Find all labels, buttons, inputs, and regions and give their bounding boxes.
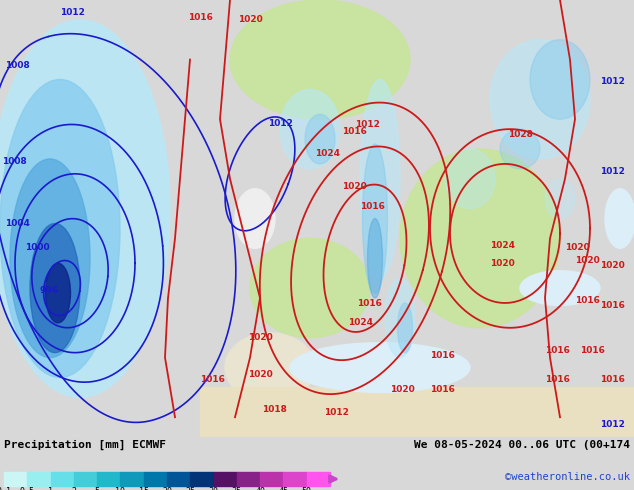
Text: 1020: 1020	[248, 370, 273, 379]
Text: 1024: 1024	[490, 242, 515, 250]
Text: 1012: 1012	[600, 420, 625, 429]
Ellipse shape	[46, 263, 70, 323]
Text: 1016: 1016	[545, 345, 570, 355]
Ellipse shape	[545, 179, 575, 219]
Text: 1016: 1016	[342, 127, 367, 136]
Text: 0.1: 0.1	[0, 487, 11, 490]
Bar	[4, 472, 27, 486]
Ellipse shape	[445, 149, 495, 209]
Text: 20: 20	[162, 487, 172, 490]
Text: 1020: 1020	[248, 333, 273, 342]
Bar	[307, 472, 330, 486]
Text: 1018: 1018	[262, 405, 287, 414]
Bar	[97, 472, 120, 486]
Ellipse shape	[230, 0, 410, 119]
Text: 50: 50	[302, 487, 312, 490]
Bar	[51, 472, 74, 486]
Text: 1008: 1008	[2, 157, 27, 166]
Text: 1020: 1020	[238, 15, 262, 24]
Ellipse shape	[363, 144, 387, 293]
Ellipse shape	[530, 40, 590, 119]
Ellipse shape	[385, 278, 415, 358]
Text: 1016: 1016	[360, 201, 385, 211]
Text: Precipitation [mm] ECMWF: Precipitation [mm] ECMWF	[4, 440, 166, 450]
Text: 1020: 1020	[600, 261, 624, 270]
Text: 1020: 1020	[575, 256, 600, 265]
Ellipse shape	[225, 333, 315, 402]
Text: 1020: 1020	[342, 182, 366, 191]
Ellipse shape	[280, 89, 340, 169]
Text: 1020: 1020	[390, 385, 415, 394]
Text: 40: 40	[255, 487, 265, 490]
Ellipse shape	[30, 223, 80, 353]
Text: 5: 5	[94, 487, 100, 490]
Text: 1024: 1024	[315, 149, 340, 158]
Text: 1016: 1016	[580, 345, 605, 355]
Bar	[260, 472, 283, 486]
Text: 45: 45	[278, 487, 288, 490]
Ellipse shape	[368, 219, 382, 298]
Bar	[120, 472, 144, 486]
Text: 1016: 1016	[545, 375, 570, 385]
Ellipse shape	[10, 159, 90, 358]
Bar	[283, 472, 307, 486]
Text: 1016: 1016	[430, 385, 455, 394]
Bar	[27, 472, 51, 486]
Bar	[74, 472, 97, 486]
Ellipse shape	[0, 20, 170, 397]
Text: 1012: 1012	[355, 120, 380, 129]
Text: 1012: 1012	[600, 77, 625, 86]
Text: 1016: 1016	[600, 375, 625, 385]
Text: 10: 10	[115, 487, 126, 490]
Text: 1012: 1012	[600, 167, 625, 176]
Bar	[144, 472, 167, 486]
Text: 1016: 1016	[200, 375, 225, 385]
Ellipse shape	[250, 239, 370, 338]
Ellipse shape	[305, 114, 335, 164]
Text: 996: 996	[40, 286, 59, 295]
Text: 1028: 1028	[508, 130, 533, 139]
Text: 1004: 1004	[5, 220, 30, 228]
Text: 1016: 1016	[430, 351, 455, 360]
Text: 1012: 1012	[324, 408, 349, 417]
Text: We 08-05-2024 00..06 UTC (00+174: We 08-05-2024 00..06 UTC (00+174	[414, 440, 630, 450]
Bar	[214, 472, 237, 486]
Bar	[237, 472, 260, 486]
Text: 1016: 1016	[357, 299, 382, 308]
Ellipse shape	[235, 189, 275, 248]
Ellipse shape	[0, 79, 120, 377]
Text: 1016: 1016	[188, 13, 213, 22]
Text: 30: 30	[209, 487, 219, 490]
Ellipse shape	[520, 270, 600, 305]
Ellipse shape	[605, 189, 634, 248]
Text: 35: 35	[232, 487, 242, 490]
Ellipse shape	[360, 79, 400, 278]
Ellipse shape	[400, 149, 560, 328]
Ellipse shape	[290, 343, 470, 392]
Bar	[200, 388, 634, 437]
Text: 1: 1	[48, 487, 53, 490]
Text: 1012: 1012	[60, 8, 85, 17]
Ellipse shape	[500, 129, 540, 169]
Text: 25: 25	[185, 487, 195, 490]
Text: 1000: 1000	[25, 244, 49, 252]
Text: 1008: 1008	[5, 61, 30, 70]
Ellipse shape	[398, 303, 413, 353]
Ellipse shape	[490, 40, 590, 159]
Text: 2: 2	[72, 487, 76, 490]
Bar	[167, 472, 190, 486]
Text: 1012: 1012	[268, 119, 293, 128]
Text: 1020: 1020	[565, 244, 590, 252]
Text: 15: 15	[139, 487, 149, 490]
Text: 1016: 1016	[600, 301, 625, 310]
Text: 1020: 1020	[490, 259, 515, 268]
Text: 1016: 1016	[575, 296, 600, 305]
Bar	[190, 472, 214, 486]
Text: ©weatheronline.co.uk: ©weatheronline.co.uk	[505, 472, 630, 482]
Text: 1024: 1024	[348, 318, 373, 327]
Text: 0.5: 0.5	[20, 487, 35, 490]
